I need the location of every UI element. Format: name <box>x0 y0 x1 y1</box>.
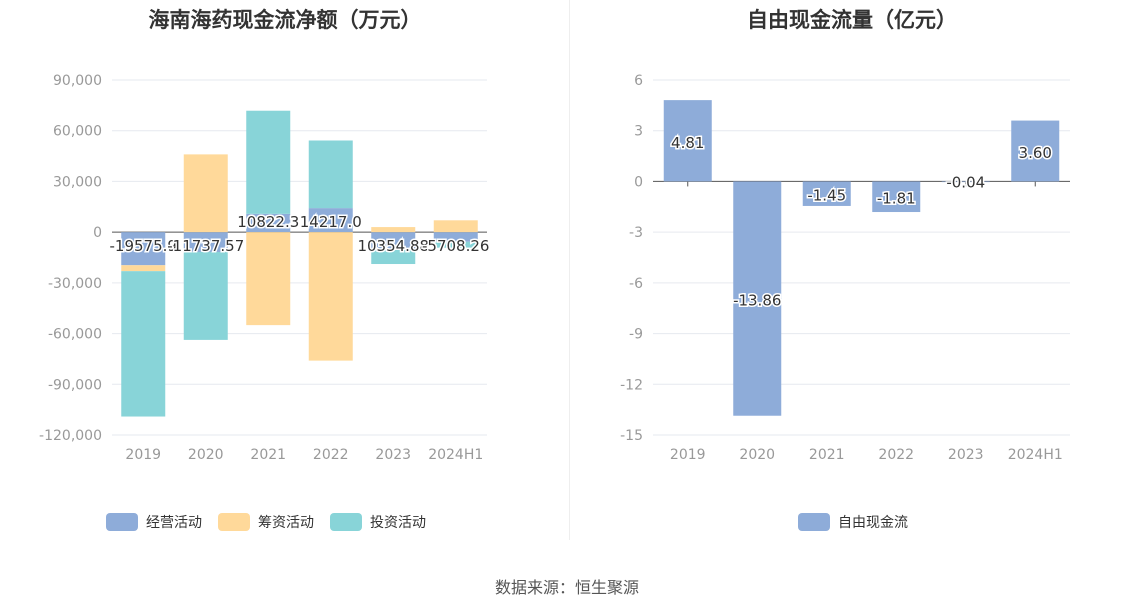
left-chart-title: 海南海药现金流净额（万元） <box>148 8 422 32</box>
right-y-tick-label: -6 <box>629 276 643 292</box>
right-y-tick-label: -15 <box>620 428 643 444</box>
left-bar <box>121 265 166 272</box>
left-bar <box>246 232 291 326</box>
left-legend-label: 经营活动 <box>146 515 202 531</box>
left-data-label: -11737.57 <box>167 237 244 255</box>
left-legend-label: 筹资活动 <box>258 515 314 531</box>
right-data-label: -0.04 <box>946 173 985 191</box>
right-legend-item[interactable]: 自由现金流 <box>798 512 908 532</box>
left-bar <box>371 232 416 250</box>
left-bar <box>308 140 353 209</box>
left-bar <box>121 232 166 266</box>
left-bar <box>308 208 353 233</box>
left-bar <box>433 232 478 242</box>
left-bar <box>183 251 228 340</box>
right-legend-label: 自由现金流 <box>838 515 908 531</box>
left-bar <box>121 271 166 417</box>
left-bar <box>308 232 353 361</box>
right-bar <box>1011 120 1060 182</box>
panel-divider <box>569 0 570 540</box>
left-bar <box>246 110 291 214</box>
right-legend-swatch <box>798 513 830 531</box>
right-bar <box>872 181 921 213</box>
left-legend-item[interactable]: 筹资活动 <box>218 512 314 532</box>
right-bar <box>663 100 712 182</box>
left-x-tick-label: 2019 <box>125 447 161 463</box>
left-y-tick-label: -90,000 <box>48 377 102 393</box>
left-x-tick-label: 2022 <box>313 447 349 463</box>
right-x-tick-label: 2020 <box>739 447 775 463</box>
right-chart-title: 自由现金流量（亿元） <box>747 8 957 32</box>
left-bar <box>371 227 416 233</box>
right-x-tick-label: 2021 <box>809 447 845 463</box>
right-x-tick-label: 2024H1 <box>1008 447 1063 463</box>
left-x-tick-label: 2020 <box>188 447 224 463</box>
right-x-tick-label: 2019 <box>670 447 706 463</box>
left-chart-svg: 90,000 60,000 30,000 0 -30,000 -60,000 -90,000… <box>39 73 491 463</box>
left-y-tick-label: -30,000 <box>48 276 102 292</box>
left-legend-swatch <box>330 513 362 531</box>
right-y-tick-label: 3 <box>634 124 643 140</box>
left-bar <box>246 213 291 233</box>
left-data-label: 14217.0 <box>300 213 362 231</box>
right-bar <box>802 181 851 206</box>
left-y-tick-label: 60,000 <box>53 124 102 140</box>
right-data-label: 4.81 <box>671 134 704 152</box>
right-data-label: -13.86 <box>733 292 781 310</box>
left-y-tick-label: 30,000 <box>53 174 102 190</box>
left-legend-swatch <box>106 513 138 531</box>
right-x-tick-label: 2022 <box>878 447 914 463</box>
left-y-tick-label: -120,000 <box>39 428 102 444</box>
right-bar <box>733 181 782 416</box>
left-bar <box>371 249 416 265</box>
left-chart-legend: 经营活动 筹资活动 投资活动 <box>106 511 442 533</box>
left-bar <box>183 232 228 252</box>
left-data-label: 10354.88 <box>357 237 429 255</box>
right-data-label: 3.60 <box>1019 144 1052 162</box>
left-x-tick-label: 2023 <box>375 447 411 463</box>
right-y-tick-label: -3 <box>629 225 643 241</box>
left-legend-swatch <box>218 513 250 531</box>
right-y-tick-label: -9 <box>629 327 643 343</box>
left-y-tick-label: 0 <box>93 225 102 241</box>
right-x-tick-label: 2023 <box>948 447 984 463</box>
left-data-label: -19575.9 <box>110 237 177 255</box>
left-bar <box>433 220 478 233</box>
left-y-tick-label: -60,000 <box>48 327 102 343</box>
right-chart-svg: 6 3 0 -3 -6 -9 -12 -15 2019 2020 2021 2022 2023 2024H… <box>620 73 1070 463</box>
right-chart-panel: 自由现金流量（亿元） 6 3 0 -3 -6 -9 -12 -15 2019 2020 2021 20… <box>570 0 1134 540</box>
left-legend-label: 投资活动 <box>370 515 426 531</box>
left-data-label: 10822.3 <box>237 213 299 231</box>
right-y-tick-label: 0 <box>634 174 643 190</box>
left-bar <box>183 154 228 233</box>
left-bar <box>433 241 478 248</box>
left-chart-panel: 海南海药现金流净额（万元） 90,000 60,000 30,000 0 -30,000… <box>0 0 570 540</box>
right-y-tick-label: -12 <box>620 377 643 393</box>
left-data-label: -5708.26 <box>422 237 489 255</box>
data-source-note: 数据来源：恒生聚源 <box>494 578 639 597</box>
right-bar <box>941 181 990 183</box>
left-x-tick-label: 2024H1 <box>428 447 483 463</box>
right-chart-legend: 自由现金流 <box>798 511 924 533</box>
right-data-label: -1.45 <box>807 187 846 205</box>
left-legend-item[interactable]: 经营活动 <box>106 512 202 532</box>
left-legend-item[interactable]: 投资活动 <box>330 512 426 532</box>
left-x-tick-label: 2021 <box>250 447 286 463</box>
left-y-tick-label: 90,000 <box>53 73 102 89</box>
right-data-label: -1.81 <box>877 190 916 208</box>
right-y-tick-label: 6 <box>634 73 643 89</box>
